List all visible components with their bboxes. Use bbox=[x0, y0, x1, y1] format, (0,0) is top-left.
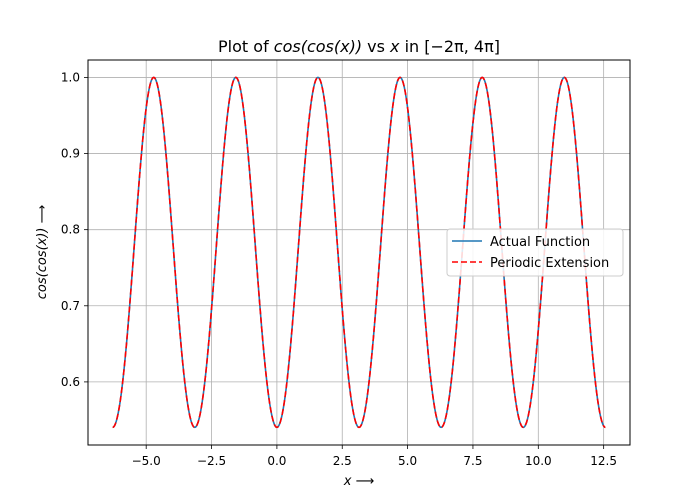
y-tick-label: 1.0 bbox=[61, 70, 80, 84]
x-tick-label: 10.0 bbox=[525, 454, 552, 468]
legend-box bbox=[446, 228, 624, 277]
x-tick-label: 5.0 bbox=[398, 454, 417, 468]
x-tick-label: 2.5 bbox=[333, 454, 352, 468]
x-axis-label: x ⟶ bbox=[343, 474, 374, 489]
x-tick-label: 12.5 bbox=[590, 454, 617, 468]
x-tick-label: −5.0 bbox=[132, 454, 161, 468]
chart-title: Plot of cos(cos(x)) vs x in [−2π, 4π] bbox=[218, 37, 500, 56]
series-line-periodic-extension bbox=[112, 76, 606, 429]
plot-area-frame bbox=[87, 59, 631, 446]
legend-label-actual-function: Actual Function bbox=[490, 235, 590, 250]
chart-title-suffix: in [−2π, 4π] bbox=[400, 37, 500, 56]
chart-title-middle: vs bbox=[362, 37, 390, 56]
ticks: −5.0 −2.5 0.0 2.5 5.0 7.5 10.0 12.5 0.6 0.7 0.8 0.9… bbox=[61, 70, 617, 468]
legend: Actual Function Periodic Extension bbox=[446, 228, 624, 277]
y-tick-label: 0.6 bbox=[61, 375, 80, 389]
series-layer bbox=[112, 76, 606, 429]
chart-title-function: cos(cos(x)) bbox=[274, 37, 362, 56]
y-axis-label: cos(cos(x)) ⟶ bbox=[35, 205, 50, 300]
legend-label-periodic-extension: Periodic Extension bbox=[490, 256, 609, 271]
y-tick-label: 0.9 bbox=[61, 147, 80, 161]
y-tick-label: 0.7 bbox=[61, 299, 80, 313]
y-tick-label: 0.8 bbox=[61, 223, 80, 237]
chart-title-prefix: Plot of bbox=[218, 37, 274, 56]
x-tick-label: 0.0 bbox=[267, 454, 286, 468]
x-tick-label: 7.5 bbox=[463, 454, 482, 468]
x-tick-label: −2.5 bbox=[197, 454, 226, 468]
chart-title-variable: x bbox=[389, 37, 400, 56]
